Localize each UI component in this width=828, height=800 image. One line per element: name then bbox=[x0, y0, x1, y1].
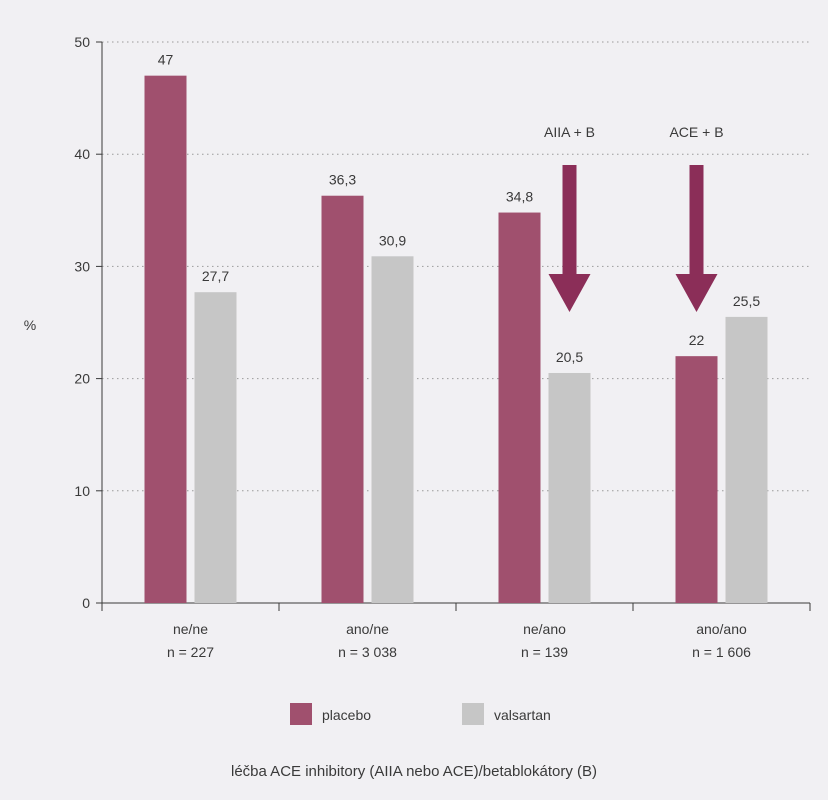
bar-valsartan bbox=[194, 292, 237, 603]
category-label: ano/ano bbox=[696, 621, 747, 637]
category-label: ano/ne bbox=[346, 621, 389, 637]
bar-placebo bbox=[144, 75, 187, 603]
y-tick-label: 50 bbox=[74, 34, 90, 50]
y-tick-label: 10 bbox=[74, 483, 90, 499]
y-tick-label: 0 bbox=[82, 595, 90, 611]
bar-valsartan bbox=[725, 316, 768, 603]
bar-placebo bbox=[498, 212, 541, 603]
category-label: ne/ne bbox=[173, 621, 208, 637]
legend-label: placebo bbox=[322, 707, 371, 723]
category-n-label: n = 3 038 bbox=[338, 644, 397, 660]
y-tick-label: 20 bbox=[74, 371, 90, 387]
bar-valsartan bbox=[548, 372, 591, 603]
y-axis-label: % bbox=[24, 317, 36, 333]
data-labels: 47 27,7 36,3 30,9 34,8 20,5 22 25,5 bbox=[158, 52, 761, 365]
legend-swatch-valsartan bbox=[462, 703, 484, 725]
bars bbox=[144, 75, 768, 604]
category-label: ne/ano bbox=[523, 621, 566, 637]
y-tick-label: 30 bbox=[74, 258, 90, 274]
data-label: 27,7 bbox=[202, 268, 229, 284]
bar-valsartan bbox=[371, 256, 414, 603]
legend: placebo valsartan bbox=[290, 703, 551, 725]
category-n-label: n = 139 bbox=[521, 644, 568, 660]
bar-placebo bbox=[675, 356, 718, 603]
annotations: AIIA + B ACE + B bbox=[544, 124, 724, 312]
legend-swatch-placebo bbox=[290, 703, 312, 725]
y-tick-label: 40 bbox=[74, 146, 90, 162]
annotation-arrow bbox=[675, 165, 718, 312]
category-n-label: n = 227 bbox=[167, 644, 214, 660]
data-label: 22 bbox=[689, 332, 705, 348]
data-label: 30,9 bbox=[379, 232, 406, 248]
annotation-label: ACE + B bbox=[669, 124, 723, 140]
data-label: 20,5 bbox=[556, 349, 583, 365]
category-n-label: n = 1 606 bbox=[692, 644, 751, 660]
bar-placebo bbox=[321, 195, 364, 604]
data-label: 36,3 bbox=[329, 172, 356, 188]
legend-label: valsartan bbox=[494, 707, 551, 723]
data-label: 34,8 bbox=[506, 189, 533, 205]
category-labels: ne/ne n = 227 ano/ne n = 3 038 ne/ano n = 139… bbox=[167, 621, 751, 660]
x-axis-label: léčba ACE inhibitory (AIIA nebo ACE)/bet… bbox=[231, 763, 597, 780]
annotation-label: AIIA + B bbox=[544, 124, 595, 140]
data-label: 47 bbox=[158, 52, 174, 68]
data-label: 25,5 bbox=[733, 293, 760, 309]
annotation-arrow bbox=[548, 165, 591, 312]
